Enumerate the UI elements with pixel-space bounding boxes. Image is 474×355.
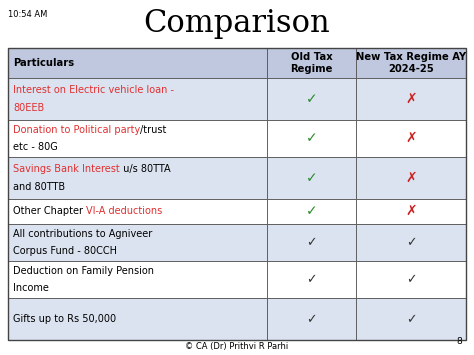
Bar xyxy=(267,48,356,78)
Bar xyxy=(356,299,466,340)
Text: Other Chapter: Other Chapter xyxy=(13,206,86,216)
Text: Savings Bank Interest: Savings Bank Interest xyxy=(13,164,120,174)
Text: ✓: ✓ xyxy=(306,204,317,218)
Text: Old Tax
Regime: Old Tax Regime xyxy=(290,52,333,74)
Text: ✓: ✓ xyxy=(306,236,317,249)
Text: etc - 80G: etc - 80G xyxy=(13,142,58,152)
Text: 8: 8 xyxy=(456,337,462,345)
Bar xyxy=(267,157,356,198)
Text: /trust: /trust xyxy=(140,125,167,135)
Bar xyxy=(8,120,267,157)
Bar xyxy=(356,261,466,299)
Bar xyxy=(8,48,267,78)
Text: ✓: ✓ xyxy=(306,131,317,145)
Bar xyxy=(267,120,356,157)
Bar xyxy=(356,224,466,261)
Bar xyxy=(8,157,267,198)
Text: Deduction on Family Pension: Deduction on Family Pension xyxy=(13,267,154,277)
Text: Donation to Political party: Donation to Political party xyxy=(13,125,140,135)
Text: and 80TTB: and 80TTB xyxy=(13,182,65,192)
Text: ✓: ✓ xyxy=(406,313,416,326)
Text: ✗: ✗ xyxy=(405,92,417,106)
Text: u/s 80TTA: u/s 80TTA xyxy=(120,164,170,174)
Text: ✓: ✓ xyxy=(306,92,317,106)
Text: © CA (Dr) Prithvi R Parhi: © CA (Dr) Prithvi R Parhi xyxy=(185,342,289,350)
Bar xyxy=(267,261,356,299)
Text: ✗: ✗ xyxy=(405,131,417,145)
Text: ✓: ✓ xyxy=(406,236,416,249)
Text: Income: Income xyxy=(13,283,49,293)
Text: Particulars: Particulars xyxy=(13,58,74,68)
Text: 80EEB: 80EEB xyxy=(13,103,44,113)
Bar xyxy=(356,48,466,78)
Text: Comparison: Comparison xyxy=(144,8,330,39)
Bar xyxy=(267,299,356,340)
Bar xyxy=(356,78,466,120)
Text: ✗: ✗ xyxy=(405,171,417,185)
Bar xyxy=(8,261,267,299)
Bar xyxy=(8,198,267,224)
Text: 10:54 AM: 10:54 AM xyxy=(8,10,47,19)
Text: ✗: ✗ xyxy=(405,204,417,218)
Bar xyxy=(356,120,466,157)
Bar xyxy=(8,299,267,340)
Text: VI-A deductions: VI-A deductions xyxy=(86,206,163,216)
Text: Gifts up to Rs 50,000: Gifts up to Rs 50,000 xyxy=(13,314,116,324)
Bar xyxy=(8,224,267,261)
Text: ✓: ✓ xyxy=(306,273,317,286)
Bar xyxy=(356,157,466,198)
Text: All contributions to Agniveer: All contributions to Agniveer xyxy=(13,229,152,239)
Text: ✓: ✓ xyxy=(406,273,416,286)
Bar xyxy=(267,78,356,120)
Bar xyxy=(356,198,466,224)
Text: ✓: ✓ xyxy=(306,171,317,185)
Bar xyxy=(8,78,267,120)
Text: Interest on Electric vehicle loan -: Interest on Electric vehicle loan - xyxy=(13,84,177,95)
Text: New Tax Regime AY
2024-25: New Tax Regime AY 2024-25 xyxy=(356,52,466,74)
Bar xyxy=(267,224,356,261)
Bar xyxy=(8,48,466,340)
Bar xyxy=(267,198,356,224)
Text: ✓: ✓ xyxy=(306,313,317,326)
Text: Corpus Fund - 80CCH: Corpus Fund - 80CCH xyxy=(13,246,117,256)
